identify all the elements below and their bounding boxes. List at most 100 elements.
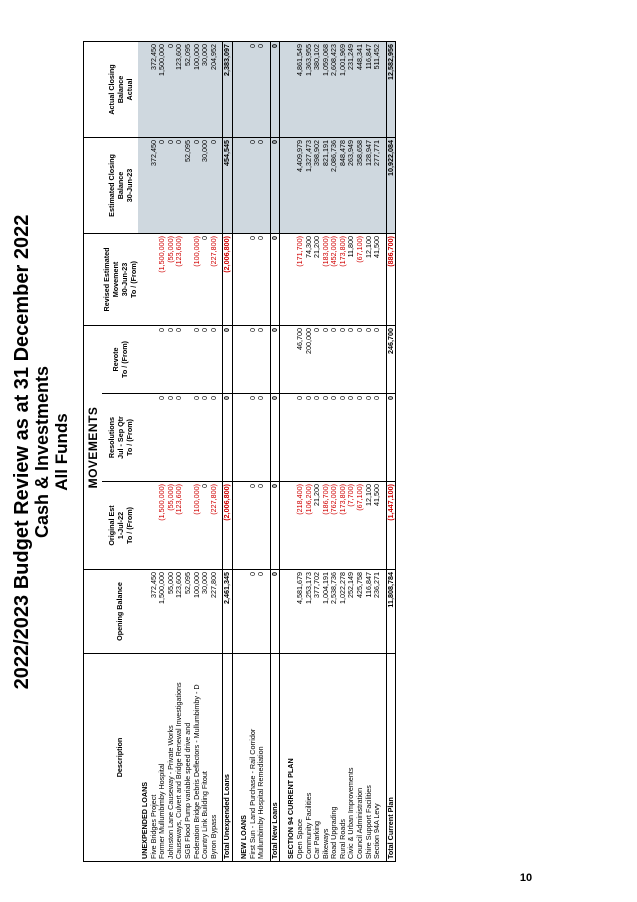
cell-rev: 0 [166,325,176,394]
cell-open: 116,847 [364,569,374,654]
cell-desc: Road Upgrading [330,653,339,862]
table-row: Bikeways1,004,191(186,700)00(183,000)821… [321,41,331,862]
cell-orig: (106,200) [304,481,314,570]
cell-act: 123,600 [175,41,184,138]
section-heading-row: UNEXPENDED LOANS [138,41,150,862]
total-row: Total Current Plan 11,808,784 (1,447,100) 0… [386,41,396,862]
opening-balance-header: Opening Balance [102,569,138,654]
cash-investments-table: MOVEMENTS Description Opening Balance Or… [83,41,396,862]
section-heading-row: SECTION 94 CURRENT PLAN [284,41,296,862]
total-act: 12,582,956 [386,41,396,138]
cell-act: 372,450 [149,41,159,138]
cell-res: 0 [175,393,184,482]
cell-est: 0 [192,137,202,234]
cell-res: 0 [166,393,176,482]
total-est: 0 [270,137,280,234]
cell-desc: Bikeways [321,653,331,862]
section-heading: NEW LOANS [236,653,249,862]
cell-est: 277,771 [373,137,382,234]
cell-res: 0 [338,393,348,482]
cell-rev: 0 [321,325,331,394]
cell-act: 0 [166,41,176,138]
cell-orig: (67,100) [356,481,365,570]
cell-act: 511,452 [373,41,382,138]
table-row: Byron Bypass227,800(227,800)00(227,800)0… [209,41,219,862]
table-row: Car Parking377,70221,2000021,200398,9023… [313,41,322,862]
total-open: 0 [270,569,280,654]
cell-rev: 0 [192,325,202,394]
cell-rev [149,325,159,394]
cell-est: 263,949 [347,137,357,234]
cell-open: 2,538,736 [330,569,339,654]
cell-rev: 200,000 [304,325,314,394]
cell-est: 0 [175,137,184,234]
cell-desc: Council Administration [356,653,365,862]
cell-orig: (123,600) [175,481,184,570]
table-row: Open Space4,581,679(218,400)046,700(171,… [295,41,305,862]
total-orig: (1,447,100) [386,481,396,570]
cell-open: 1,500,000 [158,569,167,654]
cell-revised: 21,200 [313,233,322,326]
cell-res: 0 [304,393,314,482]
cell-open: 100,000 [192,569,202,654]
cell-desc: Causeways, Culvert and Bridge Renewal In… [175,653,184,862]
cell-orig: (173,800) [338,481,348,570]
cell-act: 448,341 [356,41,365,138]
cell-est: 128,947 [364,137,374,234]
cell-open: 1,253,173 [304,569,314,654]
cell-est: 0 [158,137,167,234]
original-est-header: Original Est 1-Jul-22 To / (From) [102,481,138,570]
cell-desc: Community Facilities [304,653,314,862]
table-row: Rural Roads1,022,278(173,800)00(173,800)… [338,41,348,862]
cell-res: 0 [373,393,382,482]
cell-est: 52,095 [183,137,193,234]
cell-orig: (1,500,000) [158,481,167,570]
cell-est: 2,086,736 [330,137,339,234]
total-act: 2,383,097 [222,41,233,138]
cell-est: 358,658 [356,137,365,234]
cell-act: 100,000 [192,41,202,138]
table-row: Federation Bridge Debris Deflectors - Mu… [192,41,202,862]
cell-revised: (183,000) [321,233,331,326]
cell-act: 1,363,955 [304,41,314,138]
cell-act: 0 [257,41,266,138]
cell-rev: 46,700 [295,325,305,394]
cell-desc: Shire Support Facilities [364,653,374,862]
cell-open: 4,581,679 [295,569,305,654]
description-header: Description [102,653,138,862]
cell-res: 0 [248,393,258,482]
cell-act: 4,861,549 [295,41,305,138]
cell-desc: Car Parking [313,653,322,862]
total-open: 11,808,784 [386,569,396,654]
cell-desc: Open Space [295,653,305,862]
cell-revised: (173,800) [338,233,348,326]
table-row: Road Upgrading2,538,736(762,000)00(452,0… [330,41,339,862]
total-rev: 0 [222,325,233,394]
cell-res: 0 [257,393,266,482]
cell-orig: (7,700) [347,481,357,570]
cell-desc: Rural Roads [338,653,348,862]
total-desc: Total Unexpended Loans [222,653,233,862]
cell-est: 372,450 [149,137,159,234]
total-revised: (2,006,800) [222,233,233,326]
estimated-closing-header: Estimated Closing Balance 30-Jun-23 [102,137,138,234]
table-row: First Sun - Land Purchase - Rail Corrido… [248,41,258,862]
cell-act: 30,000 [201,41,210,138]
cell-est: 398,902 [313,137,322,234]
movements-header: MOVEMENTS [83,325,102,570]
cell-orig: (55,000) [166,481,176,570]
cell-orig: (227,800) [209,481,219,570]
cell-desc: SGB Flood Pump variable speed drive and [183,653,193,862]
cell-rev: 0 [338,325,348,394]
cell-desc: Johnston Lane Causeway - Private Works [166,653,176,862]
title-line-3: All Funds [52,413,71,491]
total-res: 0 [386,393,396,482]
cell-act: 1,001,969 [338,41,348,138]
section-heading: SECTION 94 CURRENT PLAN [284,653,296,862]
total-orig: (2,006,800) [222,481,233,570]
cell-act: 204,952 [209,41,219,138]
cell-desc: Civic & Urban Improvements [347,653,357,862]
cell-open: 252,149 [347,569,357,654]
cell-open: 52,095 [183,569,193,654]
